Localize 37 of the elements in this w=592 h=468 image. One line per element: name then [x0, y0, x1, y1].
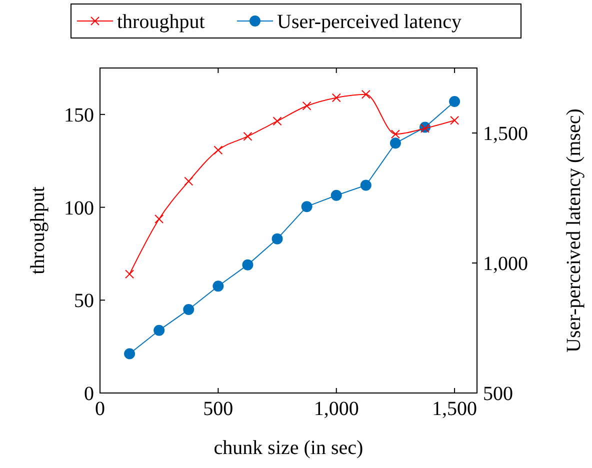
y2-tick-label: 1,500 — [483, 123, 528, 145]
point — [243, 132, 252, 141]
point — [124, 348, 136, 360]
point — [154, 324, 165, 336]
point — [154, 214, 164, 224]
point — [272, 116, 282, 126]
point — [449, 96, 460, 108]
x-tick-label: 1,000 — [314, 398, 359, 420]
point — [332, 93, 341, 102]
y-tick-label: 100 — [64, 197, 94, 220]
point — [125, 270, 134, 279]
y2-tick-label: 500 — [483, 383, 513, 405]
point — [360, 180, 372, 191]
point — [183, 304, 194, 316]
point — [450, 116, 460, 125]
point — [390, 138, 401, 149]
point — [214, 146, 223, 155]
y-axis-title: throughput — [27, 186, 49, 274]
point — [272, 233, 283, 244]
point — [330, 190, 342, 201]
y-tick-label: 150 — [64, 104, 94, 126]
y2-tick-label: 1,000 — [483, 253, 528, 275]
point — [361, 90, 370, 99]
x-tick-label: 500 — [203, 398, 234, 420]
y-tick-label: 50 — [74, 290, 94, 312]
point — [242, 259, 254, 270]
point — [301, 201, 312, 212]
point — [212, 280, 224, 292]
y-tick-label: 0 — [84, 383, 94, 405]
point — [184, 176, 194, 186]
point — [390, 130, 400, 139]
legend-label: throughput — [117, 11, 206, 33]
point — [302, 101, 312, 110]
x-axis-title: chunk size (in sec) — [214, 437, 364, 459]
y2-axis-title: User-perceived latency (msec) — [563, 108, 585, 352]
legend-label: User-perceived latency — [277, 11, 462, 33]
x-tick-label: 1,500 — [432, 398, 478, 420]
